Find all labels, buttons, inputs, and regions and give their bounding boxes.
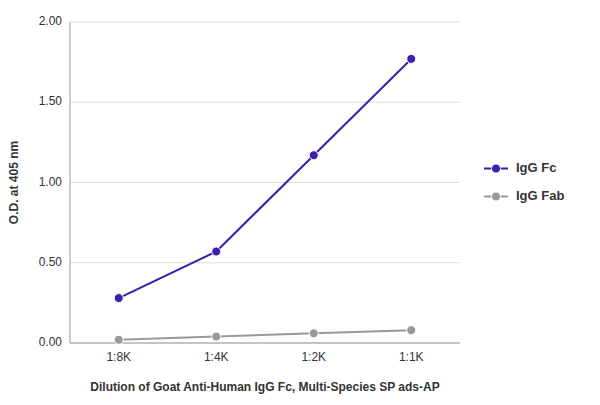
series-point bbox=[309, 151, 318, 160]
series-point bbox=[309, 329, 318, 338]
series-point bbox=[212, 332, 221, 341]
x-axis-line bbox=[70, 343, 460, 344]
series-point bbox=[212, 247, 221, 256]
y-axis-line bbox=[70, 22, 71, 343]
grid-line bbox=[70, 343, 460, 344]
x-tick-label: 1:8K bbox=[106, 350, 131, 364]
x-tick-label: 1:1K bbox=[399, 350, 424, 364]
series-point bbox=[407, 326, 416, 335]
chart: 0.00 0.50 1.00 1.50 2.00 1:8K 1:4K 1:2K 1:1K Dilu… bbox=[0, 0, 600, 405]
legend: IgG Fc IgG Fab bbox=[484, 160, 564, 203]
grid bbox=[70, 22, 460, 343]
y-axis-title: O.D. at 405 nm bbox=[7, 141, 21, 224]
y-tick-label: 0.00 bbox=[39, 335, 63, 349]
legend-marker bbox=[492, 164, 501, 173]
x-tick-label: 1:2K bbox=[301, 350, 326, 364]
y-tick-label: 0.50 bbox=[39, 255, 63, 269]
grid-line bbox=[70, 22, 460, 23]
legend-marker bbox=[492, 192, 501, 201]
legend-label: IgG Fc bbox=[516, 160, 556, 175]
axes: 0.00 0.50 1.00 1.50 2.00 1:8K 1:4K 1:2K 1:1K bbox=[39, 14, 460, 364]
x-tick-label: 1:4K bbox=[204, 350, 229, 364]
series-point bbox=[407, 54, 416, 63]
grid-line bbox=[70, 262, 460, 263]
grid-line bbox=[70, 182, 460, 183]
y-tick-label: 1.00 bbox=[39, 175, 63, 189]
series-line bbox=[119, 59, 412, 298]
legend-label: IgG Fab bbox=[516, 188, 564, 203]
grid-line bbox=[70, 102, 460, 103]
series-point bbox=[114, 294, 123, 303]
y-tick-label: 2.00 bbox=[39, 14, 63, 28]
series-point bbox=[114, 335, 123, 344]
x-axis-title: Dilution of Goat Anti-Human IgG Fc, Mult… bbox=[90, 380, 439, 394]
chart-container: 0.00 0.50 1.00 1.50 2.00 1:8K 1:4K 1:2K 1:1K Dilu… bbox=[0, 0, 600, 405]
plot-area bbox=[114, 54, 416, 344]
y-tick-label: 1.50 bbox=[39, 94, 63, 108]
series-line bbox=[119, 330, 412, 340]
